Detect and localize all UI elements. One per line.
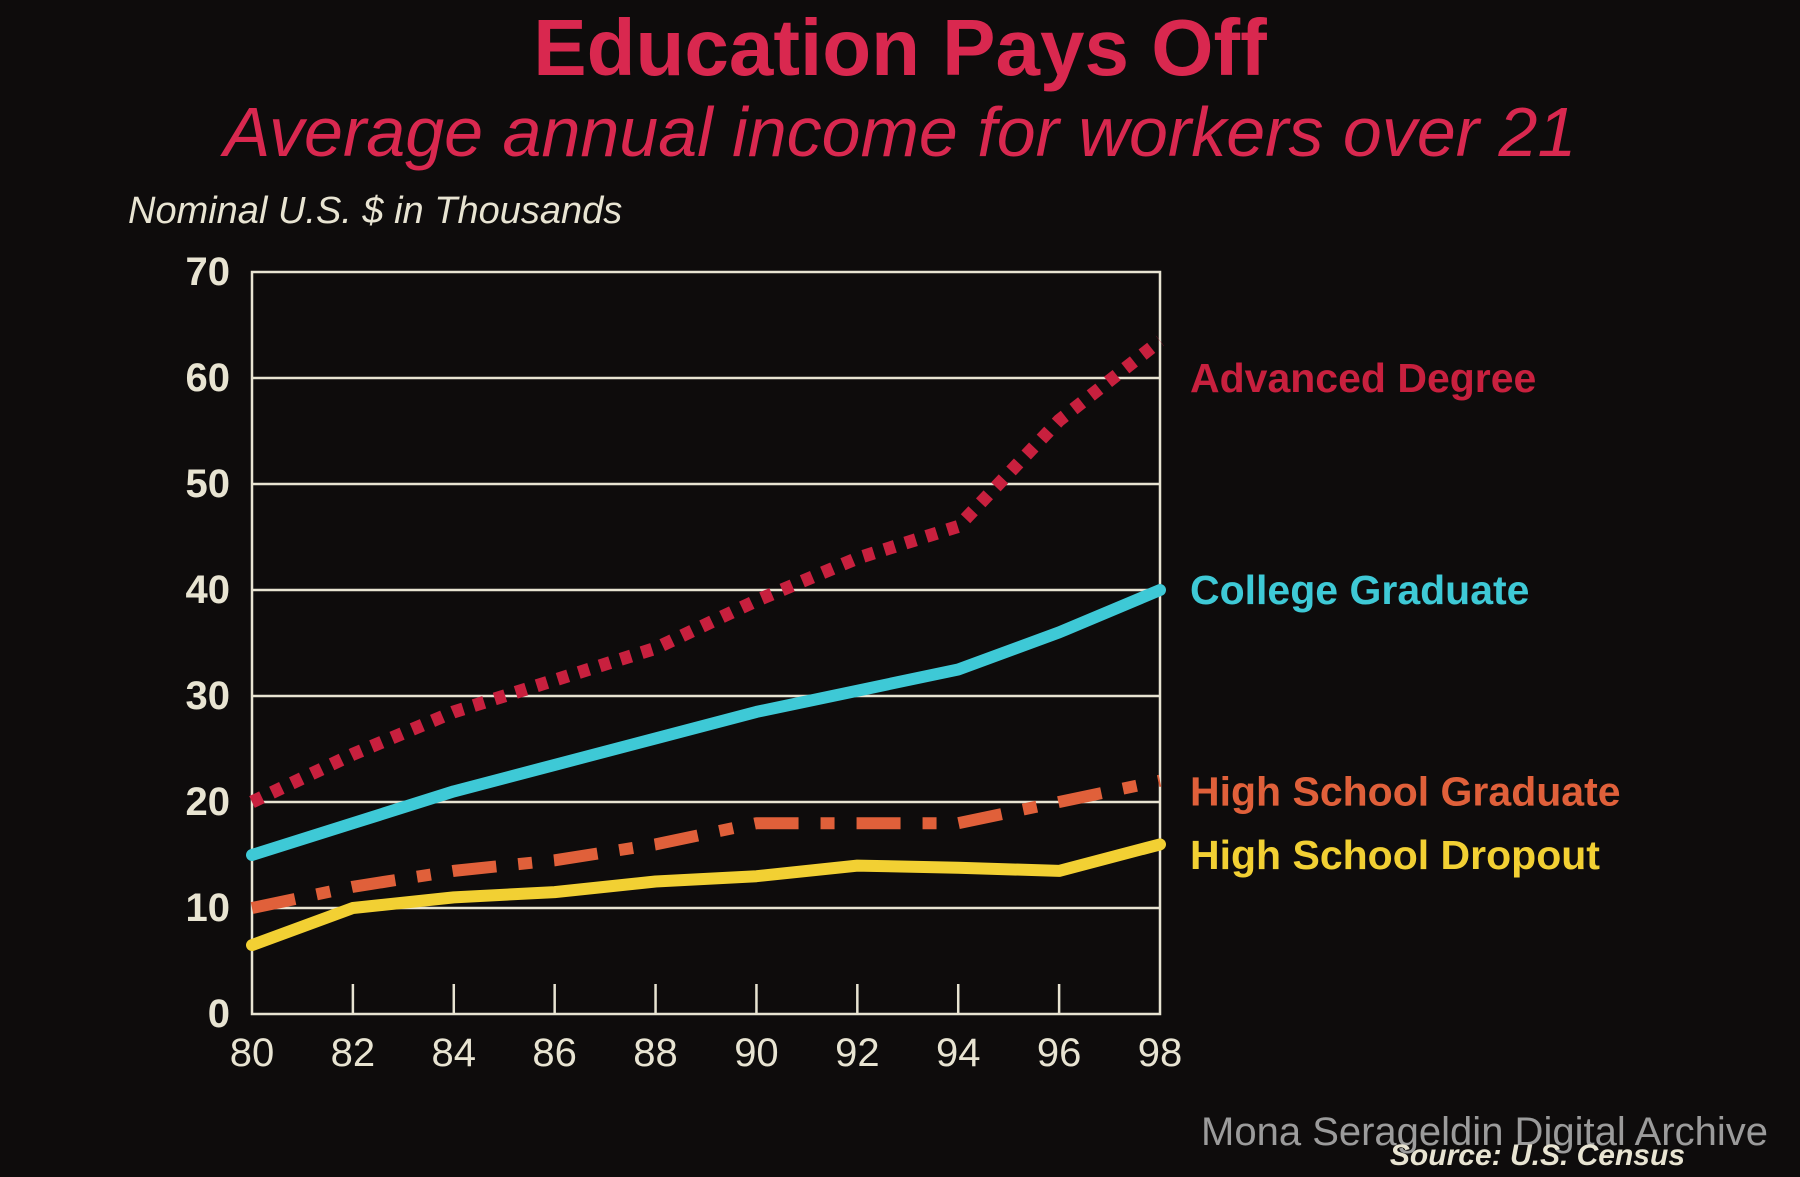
source-note: Source: U.S. Census <box>1389 1139 1685 1172</box>
x-tick-label: 80 <box>230 1031 275 1075</box>
x-tick-label: 96 <box>1037 1031 1082 1075</box>
x-tick-label: 82 <box>331 1031 376 1075</box>
y-tick-label: 20 <box>186 780 231 824</box>
x-tick-label: 86 <box>532 1031 577 1075</box>
x-tick-label: 94 <box>936 1031 981 1075</box>
legend-label-high-school-graduate: High School Graduate <box>1190 768 1621 814</box>
x-tick-label: 84 <box>432 1031 477 1075</box>
legend-label-high-school-dropout: High School Dropout <box>1190 832 1600 878</box>
chart-title: Education Pays Off <box>533 3 1267 92</box>
archive-watermark: Mona Serageldin Digital Archive <box>1201 1110 1768 1154</box>
series-line-high-school-dropout <box>246 838 1166 952</box>
x-tick-label: 92 <box>835 1031 880 1075</box>
plot-frame <box>250 270 1162 1016</box>
y-tick-label: 30 <box>186 674 231 718</box>
series-line-college-graduate <box>246 584 1166 861</box>
y-tick-label: 0 <box>208 992 230 1036</box>
y-tick-label: 10 <box>186 886 231 930</box>
chart-subtitle: Average annual income for workers over 2… <box>223 93 1577 171</box>
x-tick-label: 98 <box>1138 1031 1183 1075</box>
y-axis-label: Nominal U.S. $ in Thousands <box>128 190 623 232</box>
legend-label-advanced-degree: Advanced Degree <box>1190 355 1536 401</box>
series-line-advanced-degree <box>249 335 1165 808</box>
y-tick-label: 60 <box>186 356 231 400</box>
series-line-high-school-graduate <box>250 774 1162 914</box>
y-tick-label: 70 <box>186 250 231 294</box>
x-tick-label: 90 <box>734 1031 779 1075</box>
y-tick-label: 50 <box>186 462 231 506</box>
legend-label-college-graduate: College Graduate <box>1190 567 1529 613</box>
y-tick-label: 40 <box>186 568 231 612</box>
x-tick-label: 88 <box>633 1031 678 1075</box>
